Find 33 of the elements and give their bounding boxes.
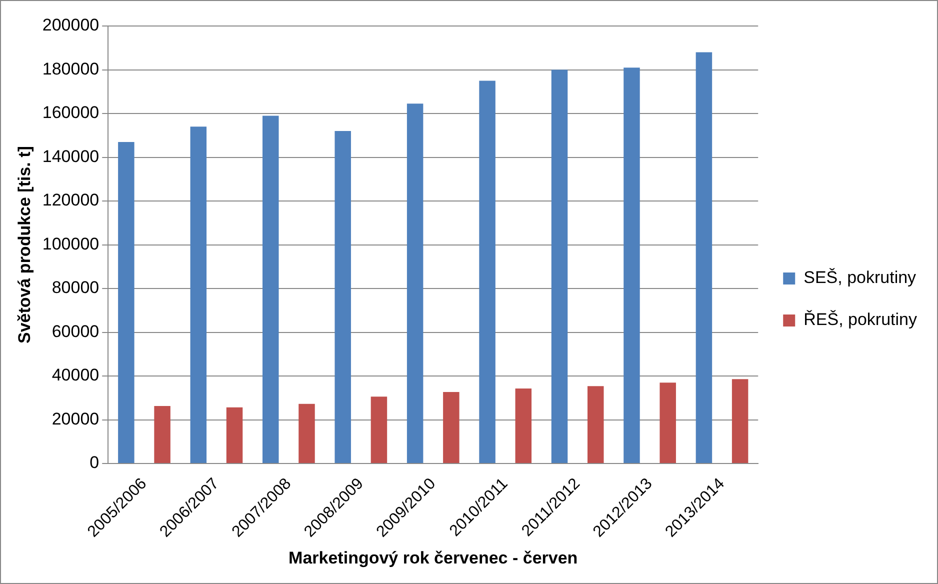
bar [298, 404, 315, 464]
bar [226, 407, 243, 464]
bar [406, 104, 424, 464]
y-tick-label: 20000 [52, 409, 100, 428]
y-tick-label: 140000 [42, 146, 100, 166]
y-tick-label: 0 [90, 453, 100, 472]
bar [587, 386, 604, 464]
y-axis-title: Světová produkce [tis. t] [14, 146, 34, 344]
bar [334, 131, 351, 464]
y-tick-label: 80000 [52, 278, 100, 298]
bar [732, 379, 748, 464]
legend-label: ŘEŠ, pokrutiny [804, 310, 918, 330]
bar [624, 68, 640, 464]
bar [515, 388, 532, 464]
bar [660, 382, 676, 464]
y-tick-label: 120000 [42, 190, 100, 210]
bar [262, 116, 279, 464]
bar [443, 392, 460, 464]
bar [370, 396, 388, 464]
legend-label: SEŠ, pokrutiny [804, 268, 917, 288]
y-tick-label: 100000 [42, 234, 100, 254]
bar [118, 142, 134, 464]
y-tick-label: 60000 [52, 322, 100, 341]
bar [154, 406, 170, 464]
y-tick-label: 160000 [42, 103, 100, 122]
y-tick-label: 180000 [42, 59, 100, 78]
bar [479, 80, 496, 464]
bar [190, 126, 207, 464]
y-tick-label: 200000 [42, 16, 100, 35]
bar [696, 52, 712, 464]
x-axis-title: Marketingový rok červenec - červen [288, 548, 578, 568]
bar [551, 70, 568, 464]
y-tick-label: 40000 [52, 366, 100, 385]
